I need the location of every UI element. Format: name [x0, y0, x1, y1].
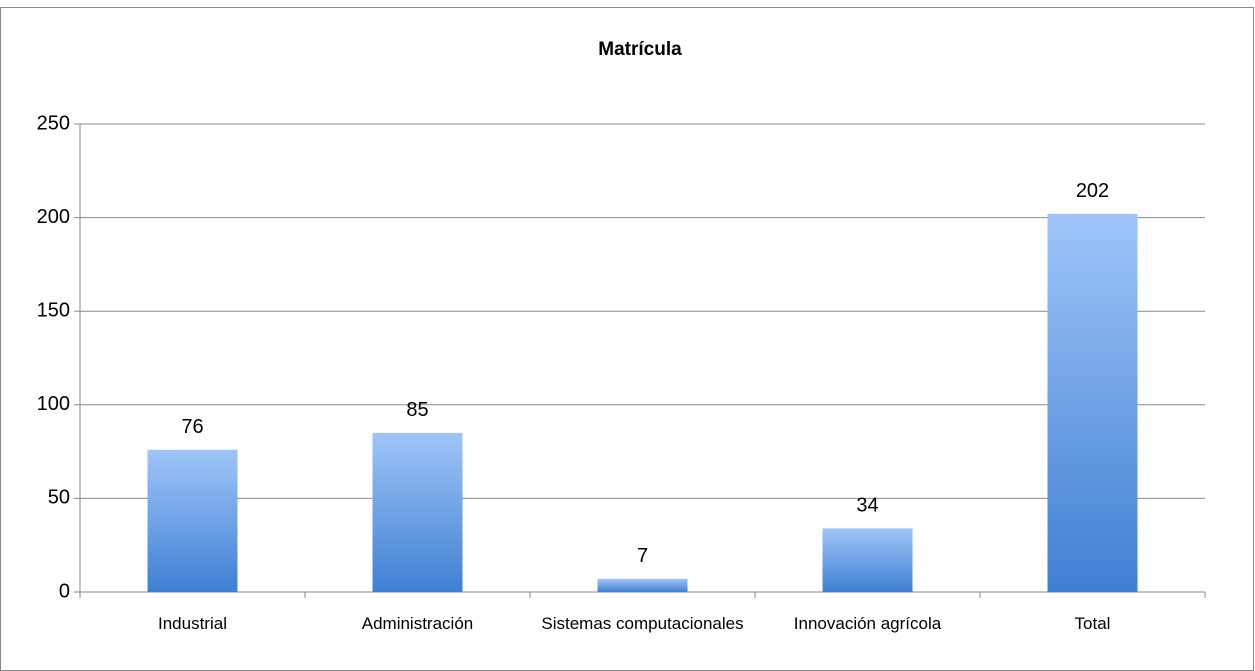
y-tick-label: 100 [37, 393, 70, 415]
x-tick-label: Sistemas computacionales [541, 614, 744, 633]
y-tick-label: 150 [37, 299, 70, 321]
y-tick-label: 200 [37, 206, 70, 228]
y-tick-label: 0 [59, 580, 70, 602]
y-tick-label: 50 [48, 487, 70, 509]
chart-title: Matrícula [598, 39, 682, 60]
value-label: 76 [181, 416, 203, 438]
bar [822, 528, 913, 592]
bar [147, 449, 238, 592]
bar [1047, 213, 1138, 592]
value-label: 202 [1076, 180, 1109, 202]
x-tick-label: Innovación agrícola [793, 614, 942, 633]
bar [597, 578, 688, 592]
value-label: 34 [856, 495, 878, 517]
x-tick-label: Industrial [158, 614, 227, 633]
value-label: 85 [406, 399, 428, 421]
y-tick-label: 250 [37, 112, 70, 134]
bar [372, 432, 463, 592]
x-tick-label: Administración [361, 614, 474, 633]
x-tick-label: Total [1074, 614, 1111, 633]
value-label: 7 [637, 545, 648, 567]
